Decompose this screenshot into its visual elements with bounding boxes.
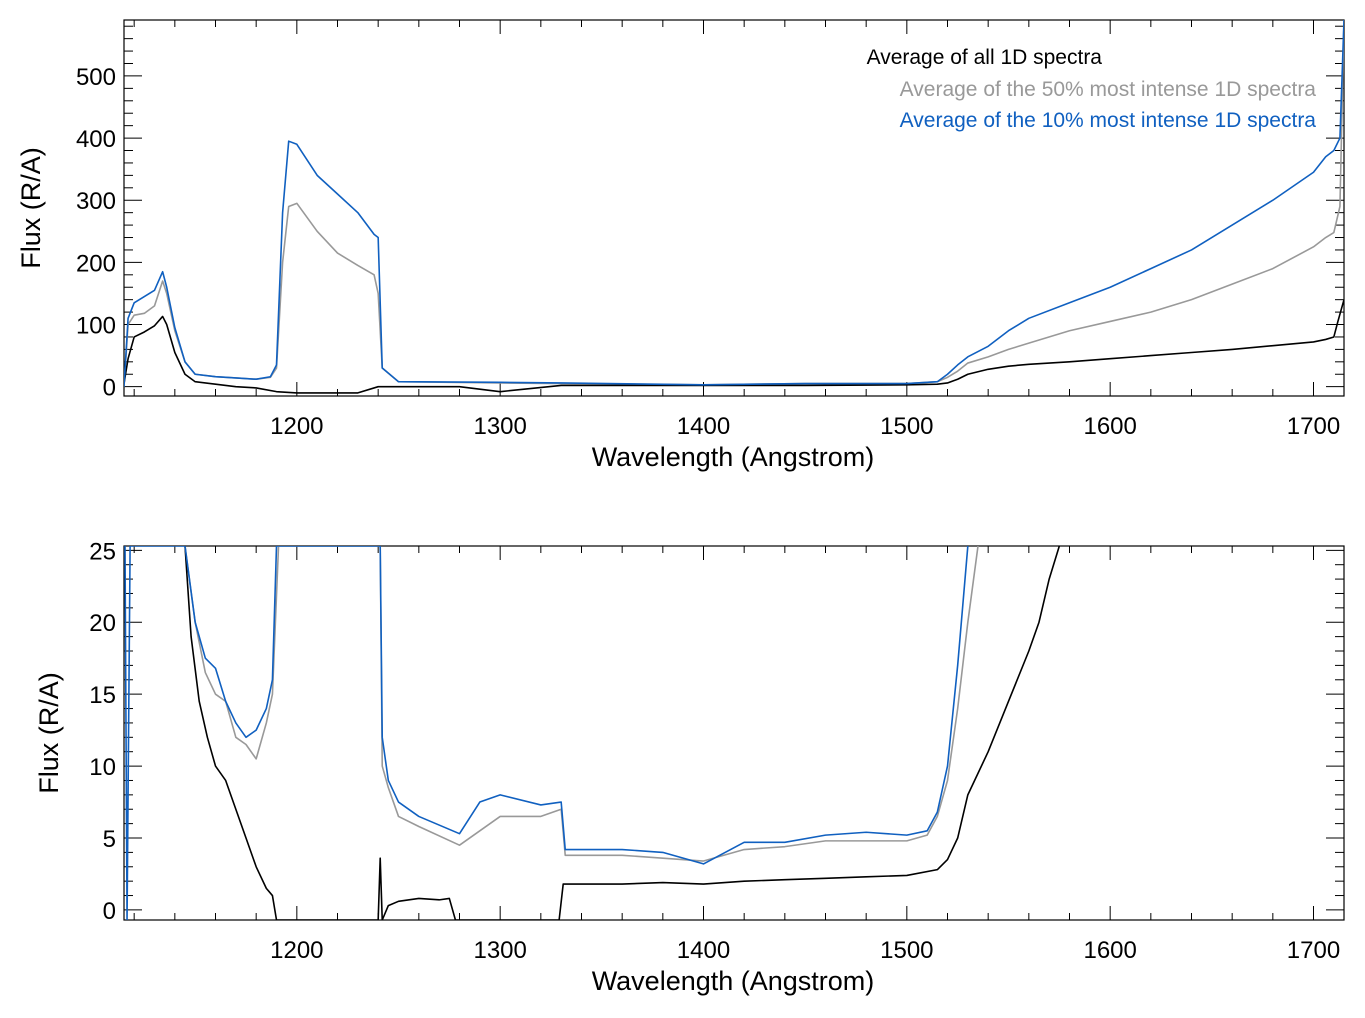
top-x-tick-label: 1400	[677, 413, 730, 440]
top-y-tick-label: 0	[103, 375, 116, 402]
bottom-y-tick-label: 10	[89, 754, 116, 781]
top-y-tick-label: 200	[76, 250, 116, 277]
bottom-y-axis-title: Flux (R/A)	[34, 672, 64, 794]
bottom-axis-ticks	[124, 546, 1344, 920]
top-spectrum-panel: 1200 1300 1400 1500 1600 1700 0 100 200 300 400 500…	[16, 19, 1345, 472]
bottom-x-tick-label: 1200	[270, 937, 323, 964]
bottom-spectrum-panel: 1200 1300 1400 1500 1600 1700 0 5 10 15 20 25 Wavel…	[34, 538, 1345, 996]
bottom-y-tick-label: 5	[103, 826, 116, 853]
legend-entry-10pct: Average of the 10% most intense 1D spect…	[900, 109, 1317, 132]
top-y-tick-label: 500	[76, 64, 116, 91]
top-series-line-top50pct	[124, 20, 1344, 387]
bottom-plot-frame	[123, 545, 1345, 921]
bottom-x-tick-label: 1400	[677, 937, 730, 964]
bottom-x-tick-label: 1300	[473, 937, 526, 964]
bottom-x-tick-label: 1600	[1083, 937, 1136, 964]
bottom-series-lines	[124, 546, 1061, 920]
top-x-tick-label: 1300	[473, 413, 526, 440]
top-tick-labels: 1200 1300 1400 1500 1600 1700 0 100 200 300 400 500	[76, 64, 1340, 440]
top-x-tick-label: 1200	[270, 413, 323, 440]
bottom-x-tick-label: 1500	[880, 937, 933, 964]
bottom-series-line-top50pct	[184, 546, 979, 862]
bottom-series-line-top10pct	[124, 546, 969, 920]
top-legend: Average of all 1D spectra Average of the…	[867, 46, 1317, 132]
top-x-axis-title: Wavelength (Angstrom)	[592, 442, 875, 472]
bottom-tick-labels: 1200 1300 1400 1500 1600 1700 0 5 10 15 20 25	[89, 538, 1340, 964]
top-x-tick-label: 1700	[1287, 413, 1340, 440]
top-plot-frame	[123, 19, 1345, 397]
top-series-line-all	[124, 299, 1344, 394]
top-x-tick-label: 1500	[880, 413, 933, 440]
bottom-series-line-all	[184, 546, 1061, 920]
bottom-y-tick-label: 15	[89, 682, 116, 709]
top-y-tick-label: 400	[76, 126, 116, 153]
bottom-x-tick-label: 1700	[1287, 937, 1340, 964]
bottom-y-tick-label: 20	[89, 610, 116, 637]
top-y-tick-label: 100	[76, 313, 116, 340]
top-series-line-top10pct	[124, 20, 1344, 387]
legend-entry-50pct: Average of the 50% most intense 1D spect…	[900, 78, 1317, 101]
top-x-tick-label: 1600	[1083, 413, 1136, 440]
top-series-lines	[124, 20, 1344, 394]
top-y-tick-label: 300	[76, 188, 116, 215]
bottom-y-tick-label: 25	[89, 538, 116, 565]
bottom-y-tick-label: 0	[103, 898, 116, 925]
top-y-axis-title: Flux (R/A)	[16, 147, 46, 269]
legend-entry-all: Average of all 1D spectra	[867, 46, 1103, 69]
bottom-x-axis-title: Wavelength (Angstrom)	[592, 966, 875, 996]
top-axis-ticks	[124, 20, 1344, 396]
